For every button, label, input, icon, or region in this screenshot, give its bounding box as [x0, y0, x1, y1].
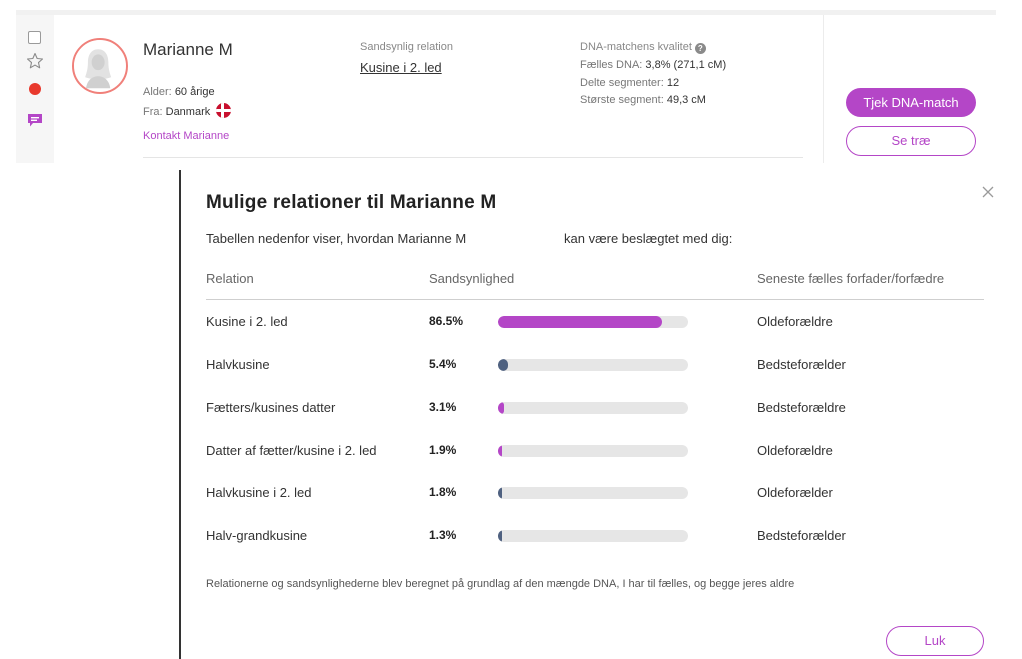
shared-dna-label: Fælles DNA:: [580, 59, 643, 71]
header-ancestors: Seneste fælles forfader/forfædre: [757, 271, 945, 286]
match-origin: Fra: Danmark: [143, 103, 232, 118]
probability-value: 3.1%: [429, 400, 457, 414]
age-label: Alder:: [143, 86, 172, 98]
match-card: Marianne M Alder: 60 årige Fra: Danmark …: [16, 10, 996, 163]
probability-bar: [498, 402, 504, 414]
shared-segments: Delte segmenter: 12: [580, 77, 679, 89]
largest-segment: Største segment: 49,3 cM: [580, 94, 706, 106]
table-row: Datter af fætter/kusine i 2. led 1.9% Ol…: [206, 443, 984, 463]
probability-bar: [498, 445, 502, 457]
dialog-footnote: Relationerne og sandsynlighederne blev b…: [206, 578, 795, 590]
match-name[interactable]: Marianne M: [143, 40, 233, 59]
probability-track: [498, 316, 688, 328]
probability-bar: [498, 487, 502, 499]
ancestors-cell: Oldeforældre: [757, 443, 833, 458]
probability-track: [498, 530, 688, 542]
card-vertical-divider: [823, 15, 824, 163]
relation-cell: Halvkusine i 2. led: [206, 485, 312, 500]
probability-value: 1.9%: [429, 443, 457, 457]
message-icon[interactable]: [27, 113, 43, 128]
quality-title: DNA-matchens kvalitet?: [580, 41, 706, 54]
ancestors-cell: Bedsteforælder: [757, 357, 846, 372]
close-button[interactable]: Luk: [886, 626, 984, 656]
probability-track: [498, 487, 688, 499]
relation-cell: Halv-grandkusine: [206, 528, 308, 543]
segments-label: Delte segmenter:: [580, 77, 664, 89]
probability-value: 1.3%: [429, 528, 457, 542]
segments-value: 12: [666, 77, 680, 89]
table-row: Fætters/kusines datter 3.1% Bedsteforæld…: [206, 400, 984, 420]
match-age: Alder: 60 årige: [143, 86, 215, 98]
ancestors-cell: Bedsteforældre: [757, 400, 846, 415]
relation-link[interactable]: Kusine i 2. led: [360, 60, 442, 75]
ancestors-cell: Oldeforælder: [757, 485, 833, 500]
origin-value: Danmark: [165, 106, 211, 118]
dialog-title: Mulige relationer til Marianne M: [206, 192, 497, 213]
shared-dna: Fælles DNA: 3,8% (271,1 cM): [580, 59, 726, 71]
relation-label: Sandsynlig relation: [360, 41, 453, 53]
checkbox-icon[interactable]: [28, 31, 41, 44]
dialog-intro-end: kan være beslægtet med dig:: [564, 231, 733, 246]
age-value: 60 årige: [174, 86, 215, 98]
quality-title-text: DNA-matchens kvalitet: [580, 41, 692, 53]
probability-track: [498, 359, 688, 371]
contact-link[interactable]: Kontakt Marianne: [143, 130, 230, 142]
dialog-left-border: [179, 170, 181, 659]
avatar-icon[interactable]: [72, 38, 128, 94]
probability-bar: [498, 530, 502, 542]
star-icon[interactable]: [25, 51, 45, 71]
header-probability: Sandsynlighed: [429, 271, 515, 286]
relation-cell: Kusine i 2. led: [206, 314, 288, 329]
card-top-border: [16, 10, 996, 15]
relation-cell: Halvkusine: [206, 357, 270, 372]
probability-value: 5.4%: [429, 357, 457, 371]
probability-track: [498, 445, 688, 457]
largest-value: 49,3 cM: [666, 94, 706, 106]
probability-track: [498, 402, 688, 414]
table-header-divider: [206, 299, 984, 300]
table-row: Halv-grandkusine 1.3% Bedsteforælder: [206, 528, 984, 548]
table-row: Halvkusine 5.4% Bedsteforælder: [206, 357, 984, 377]
probability-value: 86.5%: [429, 314, 464, 328]
table-row: Kusine i 2. led 86.5% Oldeforældre: [206, 314, 984, 334]
probability-bar: [498, 359, 508, 371]
card-divider: [143, 157, 803, 158]
review-dna-match-button[interactable]: Tjek DNA-match: [846, 88, 976, 117]
ancestors-cell: Oldeforældre: [757, 314, 833, 329]
relation-cell: Fætters/kusines datter: [206, 400, 336, 415]
card-action-rail: [16, 15, 54, 163]
close-icon[interactable]: [980, 184, 996, 200]
ancestors-cell: Bedsteforælder: [757, 528, 846, 543]
largest-label: Største segment:: [580, 94, 664, 106]
origin-label: Fra:: [143, 106, 163, 118]
shared-dna-value: 3,8% (271,1 cM): [645, 59, 727, 71]
dialog-intro-start: Tabellen nedenfor viser, hvordan Mariann…: [206, 231, 467, 246]
help-icon[interactable]: ?: [694, 43, 706, 54]
view-tree-button[interactable]: Se træ: [846, 126, 976, 156]
denmark-flag-icon: [216, 103, 232, 118]
probability-bar: [498, 316, 662, 328]
probability-value: 1.8%: [429, 485, 457, 499]
header-relation: Relation: [206, 271, 254, 286]
relation-cell: Datter af fætter/kusine i 2. led: [206, 443, 377, 458]
table-row: Halvkusine i 2. led 1.8% Oldeforælder: [206, 485, 984, 505]
status-dot-icon: [29, 83, 41, 95]
